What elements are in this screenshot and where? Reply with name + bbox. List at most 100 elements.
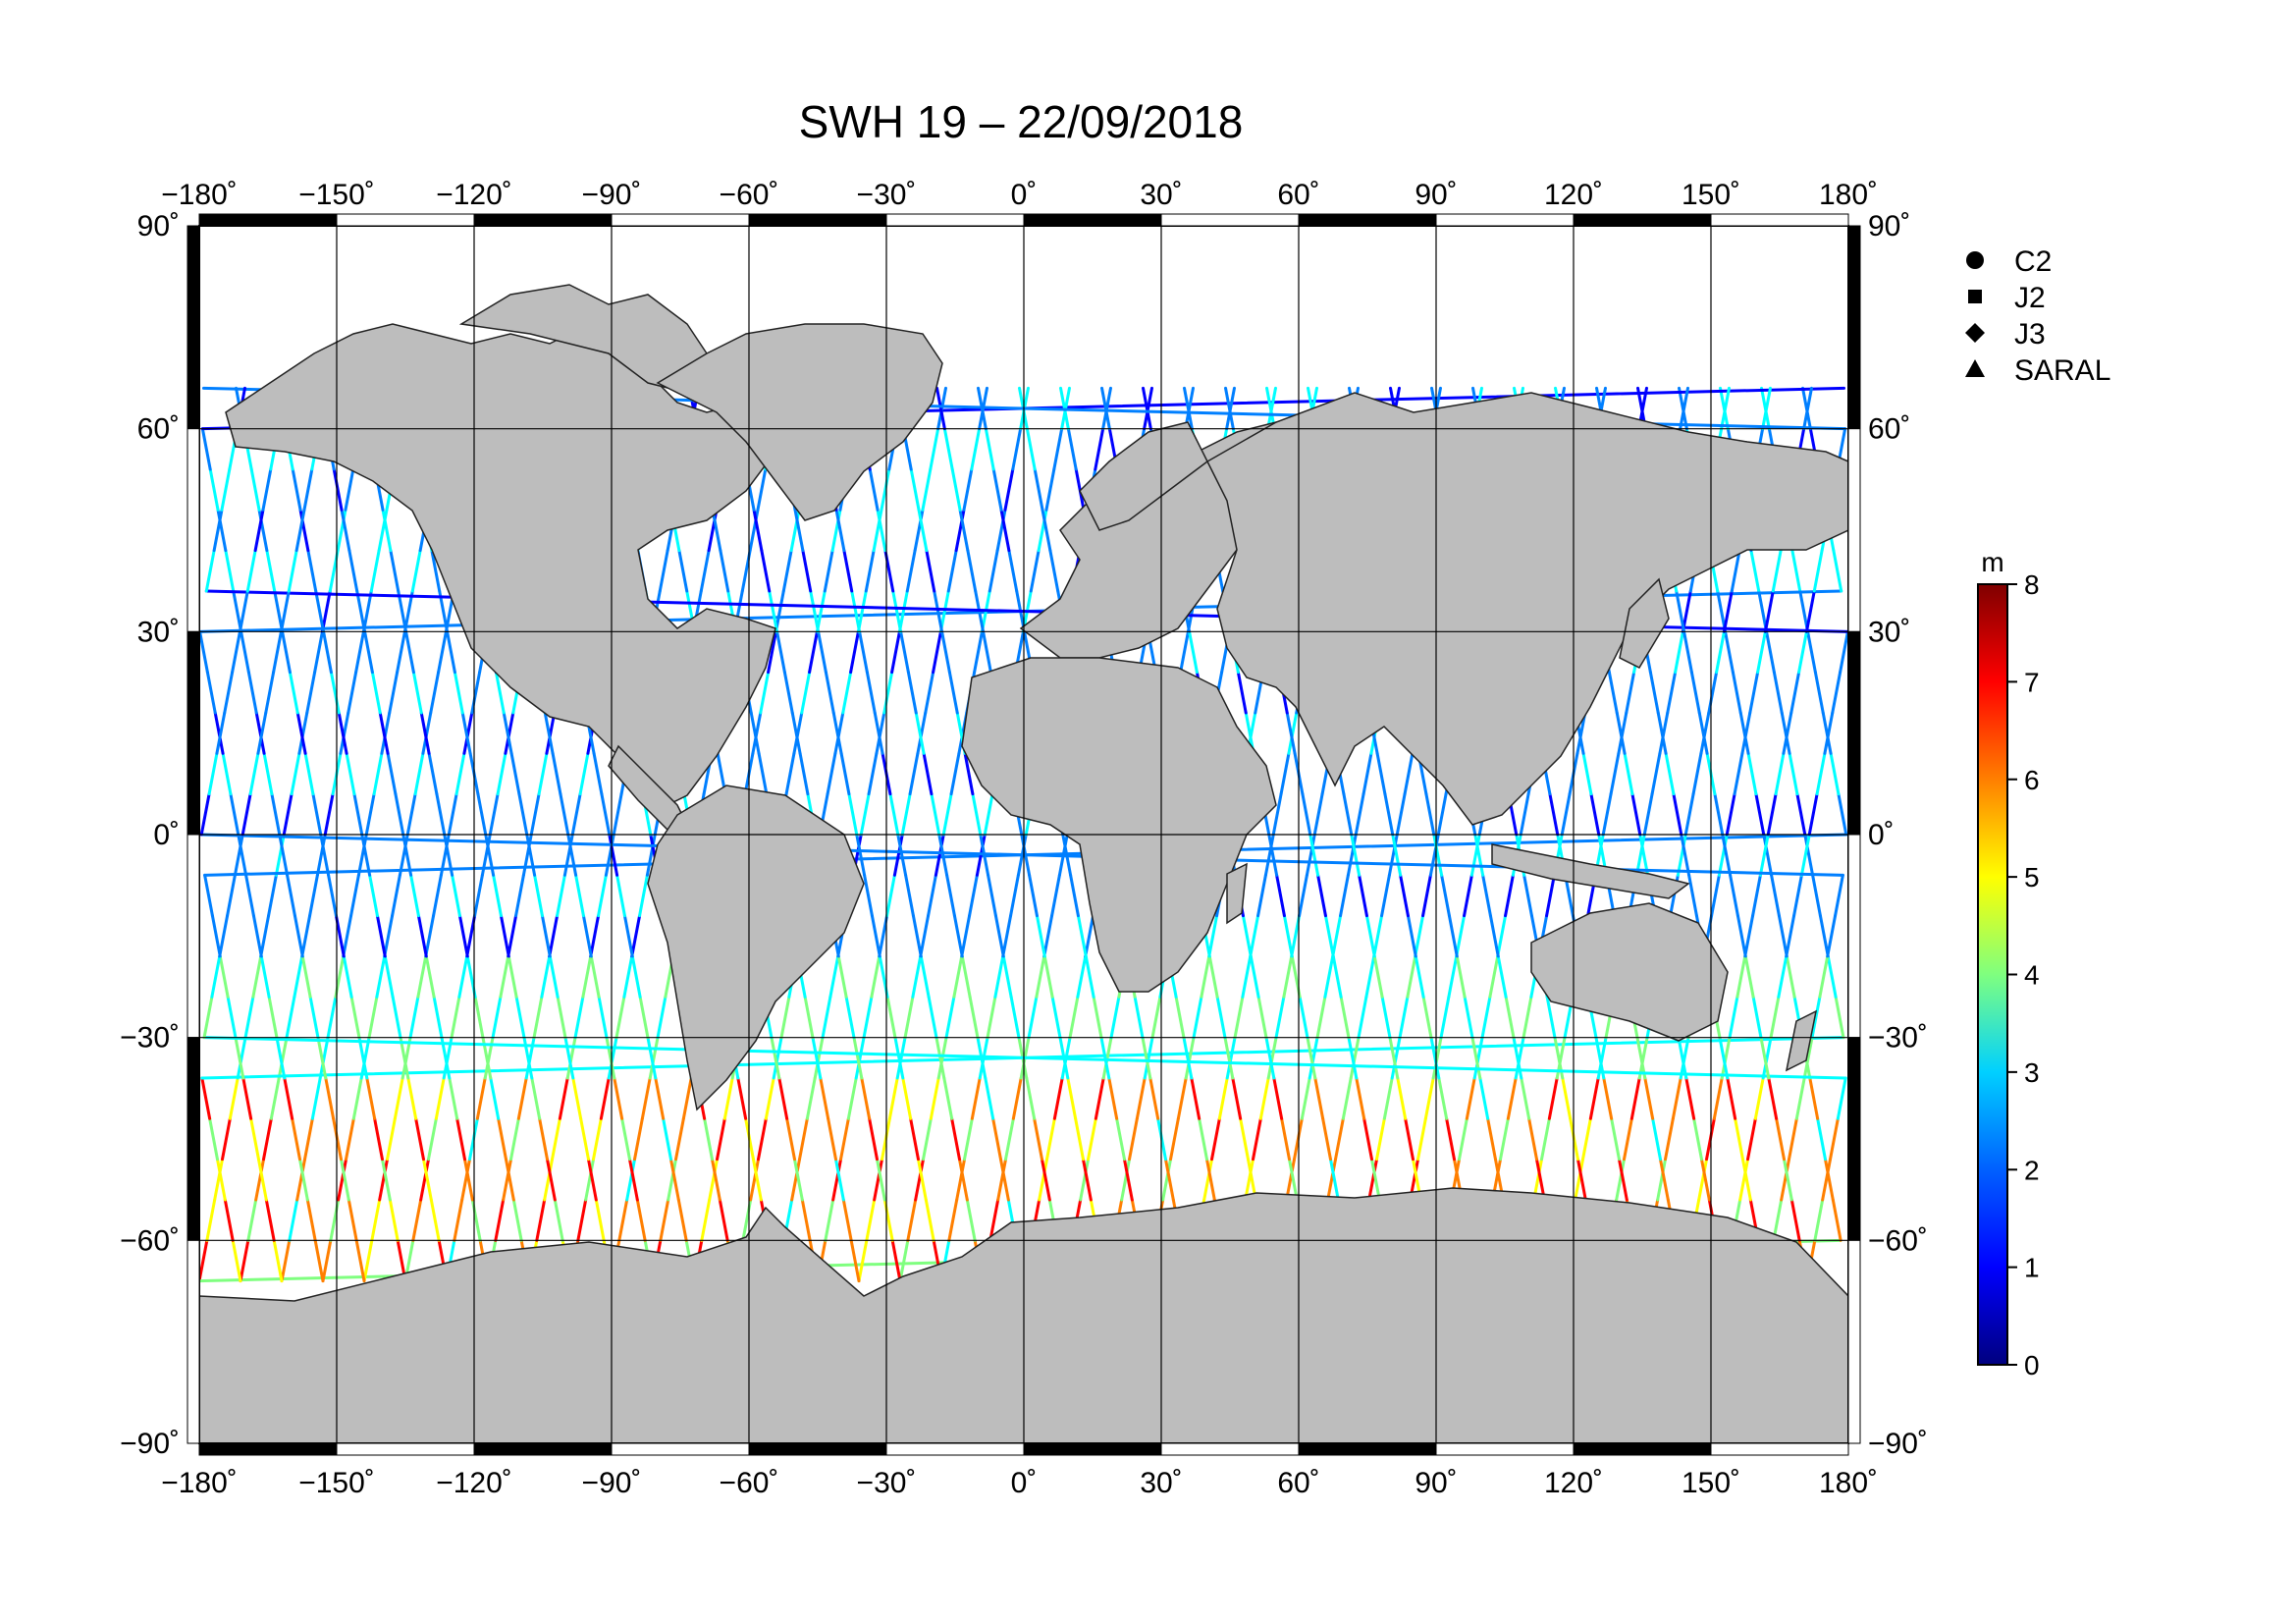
track-segment	[934, 833, 945, 877]
track-segment	[1561, 1076, 1573, 1120]
track-segment	[411, 1198, 423, 1242]
track-segment	[865, 671, 877, 715]
track-segment	[1347, 1036, 1359, 1080]
track-segment	[1066, 1076, 1078, 1120]
track-segment	[1785, 954, 1796, 999]
track-segment	[264, 671, 276, 715]
track-segment	[1807, 792, 1819, 837]
track-segment	[1003, 467, 1015, 512]
track-segment	[378, 711, 390, 755]
track-segment	[504, 1158, 515, 1202]
track-segment	[1256, 873, 1267, 918]
track-segment	[1375, 751, 1387, 796]
track-segment	[1050, 873, 1061, 918]
track-segment	[1777, 954, 1789, 999]
track-segment	[291, 467, 302, 512]
track-segment	[1346, 833, 1358, 877]
track-segment	[777, 1076, 789, 1120]
track-segment	[270, 792, 282, 837]
track-segment	[1050, 995, 1062, 1040]
track-segment	[380, 711, 392, 755]
track-segment	[1101, 1036, 1113, 1080]
north-america-land	[225, 323, 786, 806]
track-segment	[885, 873, 896, 918]
track-segment	[339, 711, 350, 755]
track-segment	[514, 873, 525, 918]
track-segment	[1473, 833, 1485, 877]
track-segment	[297, 1158, 309, 1202]
track-segment	[1081, 1158, 1093, 1202]
track-segment	[1076, 954, 1088, 999]
track-segment	[968, 873, 979, 918]
track-segment	[1806, 629, 1817, 675]
track-segment	[751, 1158, 763, 1202]
track-segment	[1428, 833, 1440, 877]
track-segment	[1372, 914, 1384, 958]
track-segment	[925, 549, 936, 593]
track-segment	[935, 386, 946, 431]
track-segment	[1756, 629, 1767, 675]
track-segment	[1818, 914, 1830, 958]
track-segment	[545, 711, 557, 755]
track-segment	[391, 873, 401, 918]
track-segment	[1161, 1158, 1173, 1202]
track-segment	[1041, 508, 1052, 553]
track-segment	[654, 1076, 666, 1120]
track-segment	[1675, 589, 1686, 633]
track-segment	[784, 751, 796, 796]
track-segment	[1380, 995, 1392, 1040]
track-segment	[966, 549, 978, 593]
track-segment	[906, 671, 918, 715]
track-segment	[1052, 1076, 1064, 1120]
track-segment	[1416, 1116, 1427, 1162]
track-segment	[805, 1076, 817, 1120]
track-segment	[228, 1076, 240, 1120]
track-segment	[751, 711, 763, 755]
track-segment	[236, 1036, 247, 1080]
track-segment	[1390, 1036, 1402, 1080]
track-segment	[337, 1158, 348, 1202]
track-segment	[497, 1116, 507, 1162]
track-segment	[1339, 873, 1350, 918]
track-segment	[892, 833, 904, 877]
frame-bar-bottom	[473, 1442, 613, 1456]
track-segment	[779, 995, 791, 1040]
track-segment	[1761, 386, 1772, 431]
track-segment	[854, 1036, 866, 1080]
track-segment	[1298, 873, 1308, 918]
track-segment	[400, 1036, 412, 1080]
track-segment	[667, 1158, 678, 1202]
track-segment	[347, 549, 359, 593]
track-segment	[502, 1158, 513, 1202]
track-segment	[1357, 995, 1368, 1040]
track-segment	[1609, 751, 1621, 796]
track-segment	[1740, 711, 1752, 755]
track-segment	[1682, 629, 1693, 675]
lon-tick-label-bottom: 120˚	[1544, 1467, 1603, 1499]
frame-bar-top	[1435, 213, 1575, 227]
track-segment	[905, 549, 917, 593]
track-segment	[1133, 995, 1145, 1040]
track-segment	[950, 467, 962, 512]
track-segment	[1560, 792, 1572, 837]
colorbar-tick-label: 7	[2024, 667, 2040, 697]
track-segment	[862, 995, 874, 1040]
track-segment	[1810, 995, 1822, 1040]
track-segment	[253, 508, 265, 553]
track-segment	[1724, 629, 1735, 675]
track-segment	[355, 589, 367, 633]
track-segment	[1143, 1036, 1154, 1080]
track-segment	[579, 1116, 590, 1162]
track-segment	[240, 792, 252, 837]
track-segment	[1421, 995, 1433, 1040]
track-segment	[841, 671, 853, 715]
track-segment	[413, 751, 425, 796]
track-segment	[971, 792, 983, 837]
track-segment	[775, 629, 786, 675]
track-segment	[499, 954, 510, 999]
track-segment	[1382, 1076, 1394, 1120]
track-segment	[386, 751, 398, 796]
track-segment	[1011, 427, 1023, 471]
track-segment	[259, 914, 271, 958]
track-segment	[562, 833, 574, 877]
